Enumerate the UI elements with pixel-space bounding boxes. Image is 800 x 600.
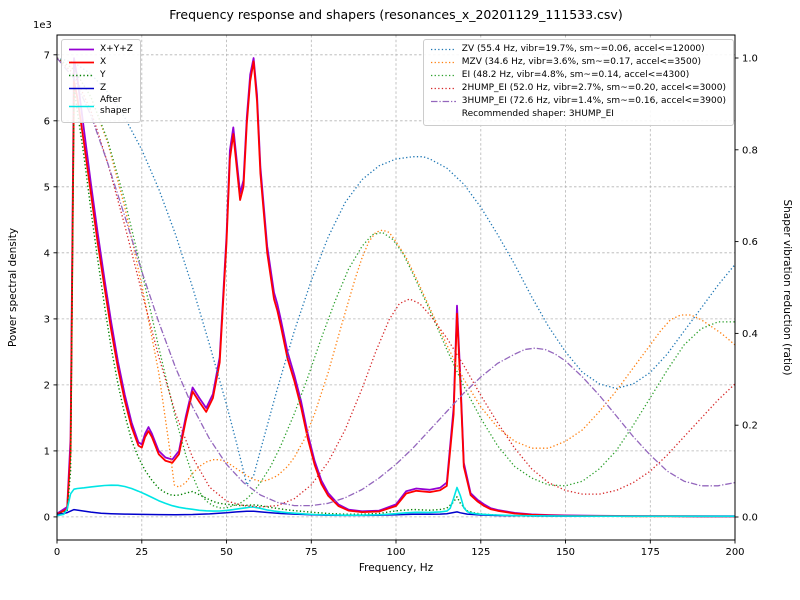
- svg-text:0: 0: [44, 512, 50, 523]
- legend-psd: X+Y+Z X Y Z After shaper: [61, 39, 141, 123]
- svg-text:25: 25: [135, 547, 148, 558]
- svg-text:3: 3: [44, 314, 50, 325]
- legend-label: 3HUMP_EI (72.6 Hz, vibr=1.4%, sm~=0.16, …: [461, 95, 726, 106]
- legend-label: EI (48.2 Hz, vibr=4.8%, sm~=0.14, accel<…: [461, 69, 690, 80]
- legend-item-ei: EI (48.2 Hz, vibr=4.8%, sm~=0.14, accel<…: [430, 69, 726, 82]
- y-axis-offset-label: 1e3: [33, 20, 52, 31]
- svg-text:2: 2: [44, 380, 50, 391]
- svg-text:175: 175: [641, 547, 660, 558]
- z-legend-line: [68, 83, 95, 94]
- 2hump-ei-legend-line: [430, 83, 457, 94]
- series-after-shaper: [56, 484, 735, 517]
- legend-item-recommendation: Recommended shaper: 3HUMP_EI: [430, 108, 726, 121]
- legend-label: Y: [100, 69, 106, 80]
- y-axis-label-left: Power spectral density: [7, 227, 19, 348]
- legend-shapers: ZV (55.4 Hz, vibr=19.7%, sm~=0.06, accel…: [422, 39, 734, 126]
- svg-text:200: 200: [725, 547, 744, 558]
- series-3hump-ei: [56, 57, 736, 507]
- series-zv: [56, 57, 736, 486]
- svg-text:0.4: 0.4: [742, 329, 758, 340]
- svg-text:5: 5: [44, 182, 50, 193]
- legend-item-mzv: MZV (34.6 Hz, vibr=3.6%, sm~=0.17, accel…: [430, 56, 726, 69]
- legend-label: After shaper: [100, 95, 131, 117]
- svg-text:4: 4: [44, 248, 50, 259]
- legend-item-after-shaper: After shaper: [68, 95, 133, 118]
- svg-text:7: 7: [44, 50, 50, 61]
- series-y: [56, 87, 735, 518]
- svg-text:75: 75: [305, 547, 318, 558]
- 3hump-ei-legend-line: [430, 96, 457, 107]
- legend-label: ZV (55.4 Hz, vibr=19.7%, sm~=0.06, accel…: [461, 43, 705, 54]
- svg-text:150: 150: [556, 547, 575, 558]
- ei-legend-line: [430, 70, 457, 81]
- legend-item-z: Z: [68, 82, 133, 95]
- legend-label: MZV (34.6 Hz, vibr=3.6%, sm~=0.17, accel…: [461, 56, 701, 67]
- legend-label: X: [100, 56, 107, 67]
- series-mzv: [56, 57, 736, 488]
- axis-ticks: [53, 54, 739, 544]
- svg-text:6: 6: [44, 116, 50, 127]
- series-x: [56, 60, 736, 518]
- after-shaper-legend-line: [68, 101, 95, 112]
- legend-item-zv: ZV (55.4 Hz, vibr=19.7%, sm~=0.06, accel…: [430, 43, 726, 56]
- svg-text:125: 125: [471, 547, 490, 558]
- legend-label: Recommended shaper: 3HUMP_EI: [461, 108, 614, 119]
- series-2hump-ei: [56, 57, 736, 508]
- series-xyz: [56, 57, 735, 518]
- svg-text:1.0: 1.0: [742, 54, 758, 65]
- legend-item-xyz: X+Y+Z: [68, 43, 133, 56]
- x-legend-line: [68, 57, 95, 68]
- svg-text:0: 0: [54, 547, 60, 558]
- svg-text:50: 50: [220, 547, 233, 558]
- legend-label: 2HUMP_EI (52.0 Hz, vibr=2.7%, sm~=0.20, …: [461, 82, 726, 93]
- legend-item-3hump-ei: 3HUMP_EI (72.6 Hz, vibr=1.4%, sm~=0.16, …: [430, 95, 726, 108]
- legend-item-2hump-ei: 2HUMP_EI (52.0 Hz, vibr=2.7%, sm~=0.20, …: [430, 82, 726, 95]
- legend-item-x: X: [68, 56, 133, 69]
- legend-item-y: Y: [68, 69, 133, 82]
- svg-text:100: 100: [386, 547, 405, 558]
- grid-lines: [56, 35, 736, 540]
- svg-text:0.0: 0.0: [742, 513, 758, 524]
- legend-label: Z: [100, 82, 107, 93]
- legend-label: X+Y+Z: [100, 43, 133, 54]
- y-legend-line: [68, 70, 95, 81]
- tick-labels: 0 25 50 75 100 125 150 175 200 0 1 2 3 4 5 6 7 0.0 0.2 0.4 0…: [44, 50, 758, 558]
- svg-text:0.2: 0.2: [742, 421, 758, 432]
- chart-title: Frequency response and shapers (resonanc…: [169, 7, 623, 22]
- x-axis-label: Frequency, Hz: [358, 562, 434, 574]
- y-axis-label-right: Shaper vibration reduction (ratio): [781, 199, 793, 376]
- svg-text:1: 1: [44, 446, 50, 457]
- xyz-legend-line: [68, 44, 95, 55]
- svg-text:0.6: 0.6: [742, 237, 758, 248]
- svg-text:0.8: 0.8: [742, 145, 758, 156]
- mzv-legend-line: [430, 57, 457, 68]
- zv-legend-line: [430, 44, 457, 55]
